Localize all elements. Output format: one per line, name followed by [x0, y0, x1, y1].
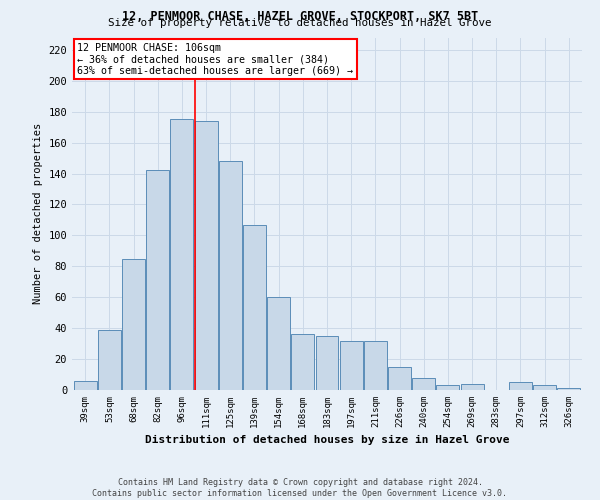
Bar	[436, 386, 460, 390]
Bar	[243, 224, 266, 390]
Bar	[388, 367, 411, 390]
Bar	[412, 378, 435, 390]
Bar	[146, 170, 169, 390]
Bar	[461, 384, 484, 390]
Bar	[292, 334, 314, 390]
Y-axis label: Number of detached properties: Number of detached properties	[33, 123, 43, 304]
Bar	[340, 340, 362, 390]
Bar	[122, 258, 145, 390]
Bar	[194, 121, 218, 390]
Bar	[74, 380, 97, 390]
Bar	[170, 120, 193, 390]
Text: 12, PENMOOR CHASE, HAZEL GROVE, STOCKPORT, SK7 5BT: 12, PENMOOR CHASE, HAZEL GROVE, STOCKPOR…	[122, 10, 478, 23]
X-axis label: Distribution of detached houses by size in Hazel Grove: Distribution of detached houses by size …	[145, 436, 509, 446]
Bar	[316, 336, 338, 390]
Bar	[364, 340, 387, 390]
Bar	[509, 382, 532, 390]
Text: Size of property relative to detached houses in Hazel Grove: Size of property relative to detached ho…	[108, 18, 492, 28]
Bar	[98, 330, 121, 390]
Text: 12 PENMOOR CHASE: 106sqm
← 36% of detached houses are smaller (384)
63% of semi-: 12 PENMOOR CHASE: 106sqm ← 36% of detach…	[77, 43, 353, 76]
Bar	[557, 388, 580, 390]
Bar	[267, 297, 290, 390]
Bar	[533, 386, 556, 390]
Bar	[219, 161, 242, 390]
Text: Contains HM Land Registry data © Crown copyright and database right 2024.
Contai: Contains HM Land Registry data © Crown c…	[92, 478, 508, 498]
